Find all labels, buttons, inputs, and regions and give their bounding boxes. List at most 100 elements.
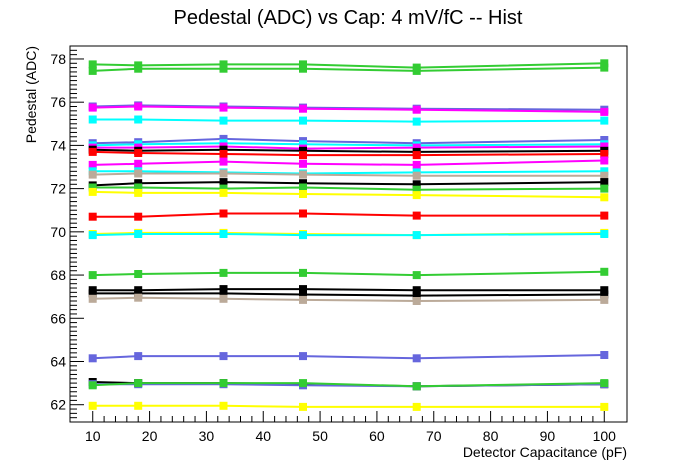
y-tick-label: 70 <box>50 224 66 240</box>
data-point <box>219 145 228 154</box>
x-tick-label: 20 <box>142 428 158 444</box>
data-point <box>88 66 97 75</box>
series-19 <box>88 230 609 240</box>
data-point <box>134 270 143 278</box>
data-point <box>88 294 97 303</box>
data-point <box>299 402 307 411</box>
data-point <box>299 352 307 361</box>
data-point <box>299 379 307 388</box>
series-line <box>92 296 605 303</box>
data-point <box>412 117 421 126</box>
data-point <box>412 402 421 411</box>
series-line <box>92 288 605 292</box>
data-point <box>600 59 609 68</box>
series-line <box>92 137 605 145</box>
series-line <box>92 292 605 297</box>
data-point <box>219 285 228 294</box>
data-point <box>299 179 307 188</box>
data-point <box>88 115 97 124</box>
x-tick-label: 30 <box>199 428 215 444</box>
data-point <box>219 379 228 388</box>
series-line <box>92 186 605 191</box>
data-point <box>299 146 307 155</box>
data-point <box>88 183 97 192</box>
y-axis: 62 64 66 68 70 72 74 76 78 <box>50 49 84 419</box>
series-line <box>92 159 605 166</box>
data-point <box>219 134 228 143</box>
data-point <box>219 401 228 410</box>
y-tick-label: 72 <box>50 181 66 197</box>
data-point <box>134 230 143 238</box>
data-point <box>412 286 421 295</box>
data-point <box>412 185 421 194</box>
series-5 <box>88 115 609 126</box>
data-point <box>600 211 609 220</box>
data-point <box>600 351 609 359</box>
series-line <box>92 212 605 218</box>
x-tick-label: 70 <box>426 428 442 444</box>
data-point <box>412 160 421 169</box>
data-point <box>412 143 421 152</box>
data-point <box>219 289 228 298</box>
y-tick-label: 66 <box>50 310 66 326</box>
data-point <box>134 102 143 111</box>
x-tick-label: 40 <box>255 428 271 444</box>
data-point <box>134 183 143 192</box>
chart-title: Pedestal (ADC) vs Cap: 4 mV/fC -- Hist <box>174 7 523 29</box>
data-point <box>134 293 143 302</box>
series-15 <box>88 183 609 194</box>
data-point <box>412 271 421 280</box>
data-point <box>600 63 609 72</box>
data-point <box>134 212 143 221</box>
data-point <box>299 190 307 198</box>
data-point <box>88 147 97 156</box>
series-line <box>92 181 605 187</box>
data-point <box>412 382 421 391</box>
data-point <box>299 159 307 168</box>
data-point <box>412 66 421 75</box>
series-line <box>92 404 605 408</box>
data-point <box>600 107 609 116</box>
data-point <box>600 184 609 193</box>
data-point <box>299 183 307 192</box>
series-layer <box>88 59 609 411</box>
data-point <box>219 103 228 112</box>
data-point <box>600 295 609 304</box>
series-line <box>92 148 605 153</box>
data-point <box>600 156 609 165</box>
data-point <box>219 178 228 187</box>
data-point <box>134 149 143 157</box>
data-point <box>299 140 307 149</box>
series-line <box>92 170 605 175</box>
data-point <box>88 231 97 240</box>
series-line <box>92 118 605 123</box>
data-point <box>600 402 609 411</box>
x-axis-label: Detector Capacitance (pF) <box>463 444 627 460</box>
data-point <box>412 291 421 300</box>
data-point <box>134 179 143 188</box>
data-point <box>219 268 228 277</box>
data-point <box>299 290 307 299</box>
y-tick-label: 62 <box>50 397 66 413</box>
series-11 <box>88 156 609 169</box>
data-point <box>219 352 228 361</box>
x-tick-label: 10 <box>85 428 101 444</box>
data-point <box>600 230 609 238</box>
series-10 <box>88 147 609 160</box>
series-line <box>92 142 605 147</box>
series-line <box>92 62 605 69</box>
data-point <box>412 105 421 114</box>
data-point <box>299 209 307 218</box>
data-point <box>600 286 609 295</box>
series-line <box>92 382 605 388</box>
data-point <box>600 290 609 299</box>
data-point <box>88 212 97 221</box>
data-point <box>88 381 97 390</box>
series-line <box>92 105 605 113</box>
data-point <box>600 136 609 144</box>
data-point <box>600 171 609 180</box>
series-24 <box>88 351 609 363</box>
data-point <box>412 297 421 305</box>
data-point <box>88 187 97 196</box>
data-point <box>134 159 143 168</box>
